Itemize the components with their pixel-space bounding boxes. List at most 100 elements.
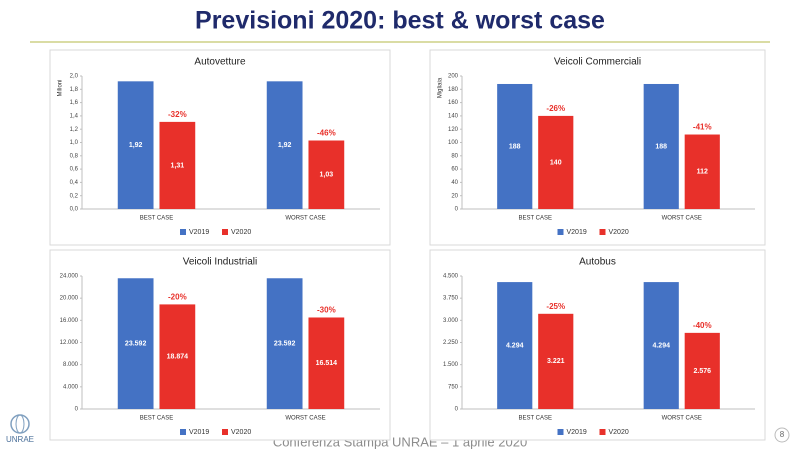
y-axis-label: Migliaia: [438, 77, 444, 98]
value-label: 1,31: [171, 162, 185, 169]
y-axis-label: Milioni: [58, 79, 64, 96]
x-tick-label: BEST CASE: [518, 216, 552, 222]
x-tick-label: WORST CASE: [662, 416, 702, 422]
bar: [684, 134, 720, 209]
value-label: 1,03: [320, 172, 334, 179]
y-tick-label: 2,0: [70, 74, 79, 80]
bar: [308, 317, 345, 409]
bar: [117, 278, 154, 409]
y-tick-label: 60: [451, 167, 458, 173]
y-tick-label: 180: [448, 87, 459, 93]
legend-label: V2019: [189, 429, 209, 436]
value-label: 23.592: [125, 340, 147, 347]
y-tick-label: 0: [455, 407, 459, 413]
value-label: 23.592: [274, 340, 296, 347]
bar: [159, 121, 196, 209]
change-annotation: -32%: [168, 110, 187, 119]
value-label: 4.294: [652, 342, 670, 349]
y-tick-label: 8.000: [63, 362, 79, 368]
y-tick-label: 0: [75, 407, 79, 413]
y-tick-label: 0,0: [70, 207, 79, 213]
legend-label: V2019: [189, 229, 209, 236]
bar: [266, 81, 303, 209]
legend-label: V2019: [567, 429, 587, 436]
y-tick-label: 0,4: [70, 180, 79, 186]
change-annotation: -20%: [168, 293, 187, 302]
x-tick-label: BEST CASE: [518, 416, 552, 422]
change-annotation: -26%: [546, 104, 565, 113]
bar: [538, 115, 574, 209]
value-label: 18.874: [167, 354, 189, 361]
y-tick-label: 4.000: [63, 384, 79, 390]
y-tick-label: 24.000: [60, 274, 79, 280]
y-tick-label: 750: [448, 384, 459, 390]
y-tick-label: 20.000: [60, 296, 79, 302]
value-label: 112: [697, 169, 708, 176]
change-annotation: -46%: [317, 129, 336, 138]
change-annotation: -30%: [317, 306, 336, 315]
change-annotation: -41%: [693, 123, 712, 132]
x-tick-label: WORST CASE: [662, 216, 702, 222]
bar: [159, 304, 196, 409]
y-tick-label: 200: [448, 74, 459, 80]
legend-label: V2019: [567, 229, 587, 236]
y-tick-label: 3.750: [443, 296, 459, 302]
bar: [117, 81, 154, 209]
legend-label: V2020: [609, 429, 629, 436]
chart-title: Autobus: [579, 257, 616, 268]
value-label: 16.514: [316, 360, 338, 367]
x-tick-label: WORST CASE: [285, 216, 325, 222]
legend-swatch: [222, 429, 228, 435]
change-annotation: -40%: [693, 321, 712, 330]
value-label: 3.221: [547, 358, 565, 365]
y-tick-label: 140: [448, 113, 459, 119]
value-label: 1,92: [278, 142, 292, 149]
y-tick-label: 1,8: [70, 87, 79, 93]
chart-title: Autovetture: [194, 57, 246, 68]
y-tick-label: 120: [448, 127, 459, 133]
legend-label: V2020: [231, 429, 251, 436]
bar: [308, 140, 345, 209]
value-label: 188: [509, 143, 521, 150]
y-tick-label: 1,0: [70, 140, 79, 146]
bar: [684, 332, 720, 409]
y-tick-label: 0,2: [70, 193, 79, 199]
value-label: 4.294: [506, 342, 524, 349]
value-label: 188: [655, 143, 667, 150]
y-tick-label: 100: [448, 140, 459, 146]
legend-swatch: [599, 229, 606, 235]
y-tick-label: 1.500: [443, 362, 459, 368]
y-tick-label: 12.000: [60, 340, 79, 346]
legend-swatch: [557, 429, 564, 435]
y-tick-label: 80: [451, 153, 458, 159]
y-tick-label: 40: [451, 180, 458, 186]
value-label: 2.576: [693, 368, 711, 375]
chart-title: Veicoli Commerciali: [554, 57, 641, 68]
y-tick-label: 1,4: [70, 113, 79, 119]
x-tick-label: BEST CASE: [140, 216, 174, 222]
x-tick-label: WORST CASE: [285, 416, 325, 422]
page-number: 8: [780, 430, 785, 439]
y-tick-label: 1,6: [70, 100, 79, 106]
bar: [497, 282, 533, 409]
legend-swatch: [180, 229, 186, 235]
y-tick-label: 1,2: [70, 127, 79, 133]
bar: [266, 278, 303, 409]
page-badge: [774, 427, 790, 443]
legend-swatch: [180, 429, 186, 435]
y-tick-label: 3.000: [443, 318, 459, 324]
chart-title: Veicoli Industriali: [183, 257, 257, 268]
y-tick-label: 20: [451, 193, 458, 199]
value-label: 1,92: [129, 142, 143, 149]
bar: [643, 282, 679, 409]
y-tick-label: 0,6: [70, 167, 79, 173]
y-tick-label: 2.250: [443, 340, 459, 346]
logo-globe-meridian: [15, 414, 25, 434]
legend-swatch: [557, 229, 564, 235]
legend-label: V2020: [609, 229, 629, 236]
y-tick-label: 4.500: [443, 274, 459, 280]
bar: [497, 83, 533, 209]
legend-label: V2020: [231, 229, 251, 236]
